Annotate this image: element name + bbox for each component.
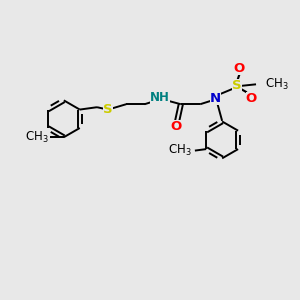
Text: O: O	[170, 120, 182, 133]
Text: S: S	[103, 103, 113, 116]
Text: O: O	[234, 62, 245, 75]
Text: S: S	[232, 79, 242, 92]
Text: N: N	[210, 92, 221, 105]
Text: CH$_3$: CH$_3$	[168, 143, 191, 158]
Text: CH$_3$: CH$_3$	[265, 77, 289, 92]
Text: CH$_3$: CH$_3$	[25, 130, 48, 145]
Text: NH: NH	[150, 91, 170, 104]
Text: O: O	[246, 92, 257, 105]
